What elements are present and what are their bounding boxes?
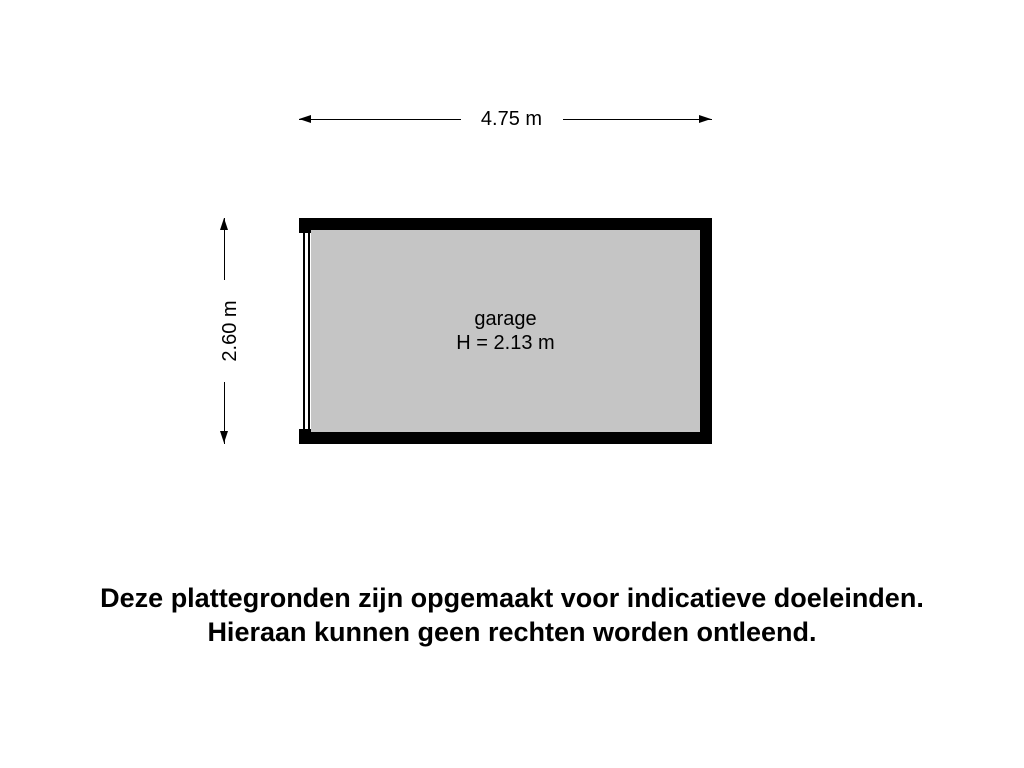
dimension-arrow-up-icon (220, 218, 228, 230)
dimension-arrow-left-icon (299, 115, 311, 123)
wall-left-stub-top (299, 218, 311, 233)
room-label: garage H = 2.13 m (299, 307, 712, 355)
dimension-arrow-right-icon (699, 115, 711, 123)
disclaimer-line-2: Hieraan kunnen geen rechten worden ontle… (0, 616, 1024, 650)
dimension-vertical-label: 2.60 m (219, 280, 241, 382)
wall-bottom (299, 432, 712, 444)
room-height-label: H = 2.13 m (299, 331, 712, 355)
disclaimer-text: Deze plattegronden zijn opgemaakt voor i… (0, 582, 1024, 650)
wall-left-stub-bottom (299, 429, 311, 444)
wall-top (299, 218, 712, 230)
floorplan-canvas: garage H = 2.13 m 4.75 m 2.60 m Deze pla… (0, 0, 1024, 768)
dimension-horizontal-label: 4.75 m (461, 108, 563, 130)
disclaimer-line-1: Deze plattegronden zijn opgemaakt voor i… (0, 582, 1024, 616)
dimension-arrow-down-icon (220, 431, 228, 443)
garage-room: garage H = 2.13 m (299, 218, 712, 444)
room-name: garage (299, 307, 712, 331)
